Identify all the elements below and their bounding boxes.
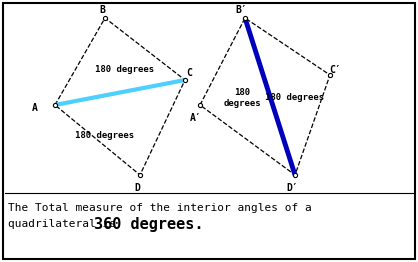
Text: B: B	[99, 5, 105, 15]
Text: C′: C′	[329, 65, 341, 75]
Text: B′: B′	[235, 5, 247, 15]
Text: D′: D′	[286, 183, 298, 193]
Text: D: D	[134, 183, 140, 193]
Text: C: C	[186, 68, 192, 78]
Text: 180
degrees: 180 degrees	[223, 88, 261, 108]
Text: A′: A′	[190, 113, 202, 123]
Text: quadrilateral is: quadrilateral is	[8, 219, 130, 229]
Text: 180 degrees: 180 degrees	[75, 130, 135, 139]
Text: 180 degrees: 180 degrees	[265, 94, 324, 102]
Text: The Total measure of the interior angles of a: The Total measure of the interior angles…	[8, 203, 312, 213]
Text: A: A	[32, 103, 38, 113]
Text: 360 degrees.: 360 degrees.	[94, 216, 204, 232]
Text: 180 degrees: 180 degrees	[95, 66, 155, 74]
